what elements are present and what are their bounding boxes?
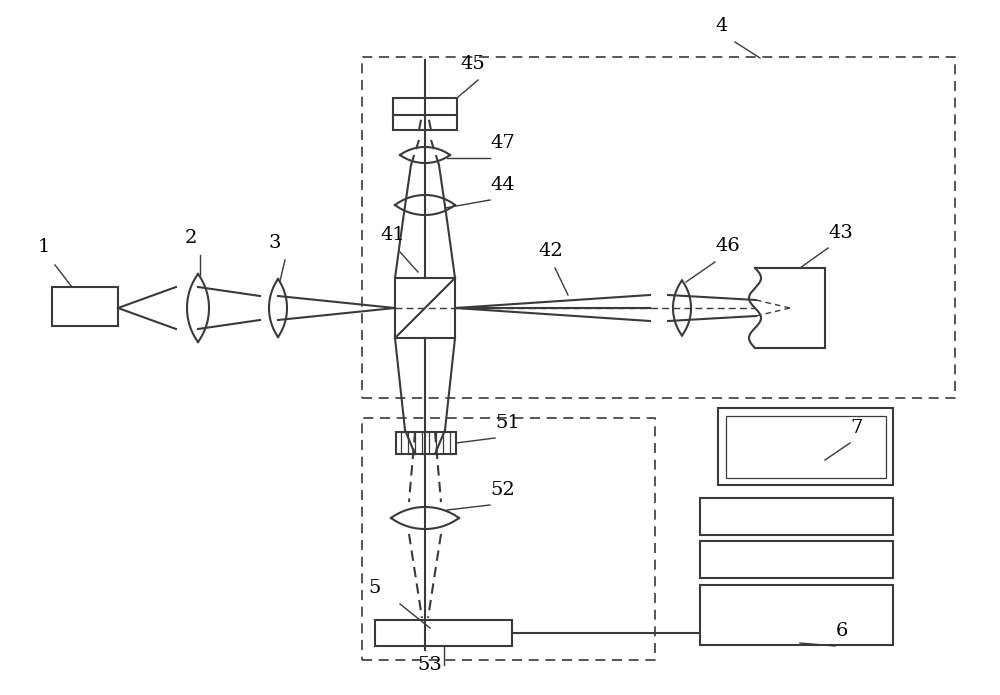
Text: 47: 47: [490, 134, 515, 152]
Bar: [362, 418, 655, 660]
Text: 1: 1: [38, 238, 50, 256]
Text: 6: 6: [836, 622, 848, 640]
Text: 53: 53: [418, 656, 442, 674]
Text: 4: 4: [715, 17, 727, 35]
Text: 41: 41: [380, 226, 405, 244]
Text: 43: 43: [828, 224, 853, 242]
Bar: [718, 408, 893, 485]
Text: 42: 42: [538, 242, 563, 260]
Text: 45: 45: [460, 55, 485, 73]
Text: 52: 52: [490, 481, 515, 499]
Bar: [700, 585, 893, 645]
Bar: [393, 98, 457, 130]
Text: 2: 2: [185, 229, 197, 247]
Bar: [396, 432, 456, 454]
Bar: [700, 498, 893, 535]
Bar: [395, 278, 455, 338]
Bar: [726, 416, 886, 478]
Text: 46: 46: [715, 237, 740, 255]
Bar: [362, 57, 955, 398]
Text: 5: 5: [368, 579, 380, 597]
Bar: [375, 620, 512, 646]
Text: 44: 44: [490, 176, 515, 194]
Text: 7: 7: [850, 419, 862, 437]
Text: 51: 51: [495, 414, 520, 432]
Text: 3: 3: [268, 234, 281, 252]
Bar: [52, 287, 118, 326]
Bar: [700, 541, 893, 578]
